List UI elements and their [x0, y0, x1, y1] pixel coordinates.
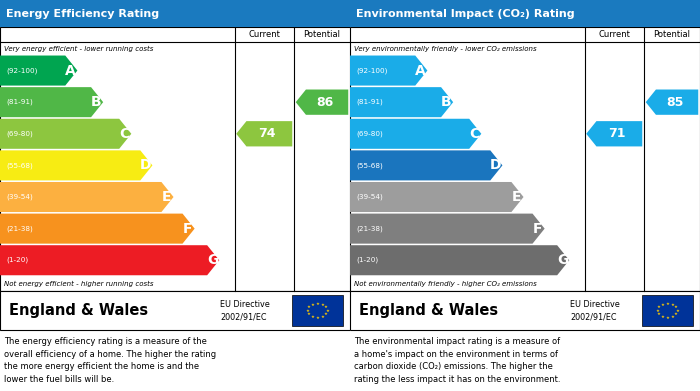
Polygon shape: [350, 213, 545, 244]
Text: ★: ★: [661, 303, 665, 307]
Polygon shape: [350, 87, 453, 117]
Polygon shape: [0, 245, 219, 275]
Text: ★: ★: [657, 312, 661, 316]
Text: A: A: [415, 64, 426, 77]
Text: (69-80): (69-80): [356, 131, 383, 137]
Polygon shape: [0, 213, 195, 244]
Text: ★: ★: [316, 316, 320, 320]
Bar: [350, 27, 700, 291]
Polygon shape: [350, 56, 428, 86]
Text: E: E: [512, 190, 522, 204]
Text: ★: ★: [657, 305, 661, 309]
Text: 74: 74: [258, 127, 276, 140]
Polygon shape: [0, 182, 174, 212]
Text: (55-68): (55-68): [356, 162, 383, 169]
Text: Current: Current: [598, 30, 630, 39]
Text: E: E: [162, 190, 172, 204]
Text: B: B: [441, 95, 452, 109]
Text: ★: ★: [307, 312, 311, 316]
Text: ★: ★: [316, 302, 320, 306]
Text: 86: 86: [316, 96, 334, 109]
Polygon shape: [350, 245, 569, 275]
Text: ★: ★: [671, 315, 675, 319]
Text: C: C: [470, 127, 480, 141]
Text: Very energy efficient - lower running costs: Very energy efficient - lower running co…: [4, 46, 153, 52]
Text: Not environmentally friendly - higher CO₂ emissions: Not environmentally friendly - higher CO…: [354, 281, 537, 287]
Text: (55-68): (55-68): [6, 162, 33, 169]
Polygon shape: [237, 121, 293, 146]
Text: G: G: [207, 253, 218, 267]
Bar: [0, 27, 350, 291]
Polygon shape: [645, 90, 699, 115]
Text: (39-54): (39-54): [6, 194, 33, 200]
Text: (92-100): (92-100): [6, 67, 38, 74]
Polygon shape: [296, 90, 349, 115]
Text: Environmental Impact (CO₂) Rating: Environmental Impact (CO₂) Rating: [356, 9, 575, 19]
Bar: [293, 295, 343, 326]
Polygon shape: [0, 151, 153, 180]
Polygon shape: [0, 119, 132, 149]
Text: (69-80): (69-80): [6, 131, 33, 137]
Text: (21-38): (21-38): [6, 225, 33, 232]
Text: (1-20): (1-20): [6, 257, 29, 264]
Text: 71: 71: [608, 127, 626, 140]
Polygon shape: [587, 121, 643, 146]
Bar: [350, 291, 700, 330]
Polygon shape: [350, 182, 524, 212]
Text: The energy efficiency rating is a measure of the
overall efficiency of a home. T: The energy efficiency rating is a measur…: [4, 337, 216, 384]
Text: ★: ★: [321, 315, 325, 319]
Text: ★: ★: [324, 312, 328, 316]
Polygon shape: [350, 119, 482, 149]
Text: ★: ★: [321, 303, 325, 307]
Text: D: D: [490, 158, 501, 172]
Text: F: F: [533, 222, 542, 236]
Text: A: A: [65, 64, 76, 77]
Polygon shape: [0, 56, 78, 86]
Text: ★: ★: [674, 305, 678, 309]
Bar: [350, 0, 700, 27]
Text: EU Directive
2002/91/EC: EU Directive 2002/91/EC: [570, 300, 620, 321]
Text: ★: ★: [311, 303, 315, 307]
Text: (92-100): (92-100): [356, 67, 388, 74]
Text: ★: ★: [674, 312, 678, 316]
Text: Energy Efficiency Rating: Energy Efficiency Rating: [6, 9, 160, 19]
Text: England & Wales: England & Wales: [358, 303, 498, 318]
Polygon shape: [350, 151, 503, 180]
Bar: [0, 291, 350, 330]
Text: Potential: Potential: [654, 30, 690, 39]
Text: Not energy efficient - higher running costs: Not energy efficient - higher running co…: [4, 281, 154, 287]
Text: ★: ★: [307, 305, 311, 309]
Text: ★: ★: [666, 302, 670, 306]
Text: ★: ★: [656, 309, 660, 313]
Text: Potential: Potential: [304, 30, 340, 39]
Bar: [0, 0, 350, 27]
Text: (81-91): (81-91): [6, 99, 33, 106]
Text: ★: ★: [661, 315, 665, 319]
Text: (81-91): (81-91): [356, 99, 383, 106]
Text: (39-54): (39-54): [356, 194, 383, 200]
Text: ★: ★: [676, 309, 680, 313]
Text: Very environmentally friendly - lower CO₂ emissions: Very environmentally friendly - lower CO…: [354, 46, 537, 52]
Text: 85: 85: [666, 96, 684, 109]
Text: (1-20): (1-20): [356, 257, 379, 264]
Text: The environmental impact rating is a measure of
a home's impact on the environme: The environmental impact rating is a mea…: [354, 337, 561, 384]
Text: (21-38): (21-38): [356, 225, 383, 232]
Text: ★: ★: [311, 315, 315, 319]
Text: ★: ★: [666, 316, 670, 320]
Text: F: F: [183, 222, 192, 236]
Text: C: C: [120, 127, 130, 141]
Bar: [643, 295, 693, 326]
Text: ★: ★: [326, 309, 330, 313]
Polygon shape: [0, 87, 103, 117]
Text: ★: ★: [306, 309, 310, 313]
Text: B: B: [91, 95, 101, 109]
Text: EU Directive
2002/91/EC: EU Directive 2002/91/EC: [220, 300, 270, 321]
Text: Current: Current: [248, 30, 280, 39]
Text: D: D: [140, 158, 151, 172]
Text: G: G: [557, 253, 568, 267]
Text: ★: ★: [671, 303, 675, 307]
Text: England & Wales: England & Wales: [8, 303, 148, 318]
Text: ★: ★: [324, 305, 328, 309]
